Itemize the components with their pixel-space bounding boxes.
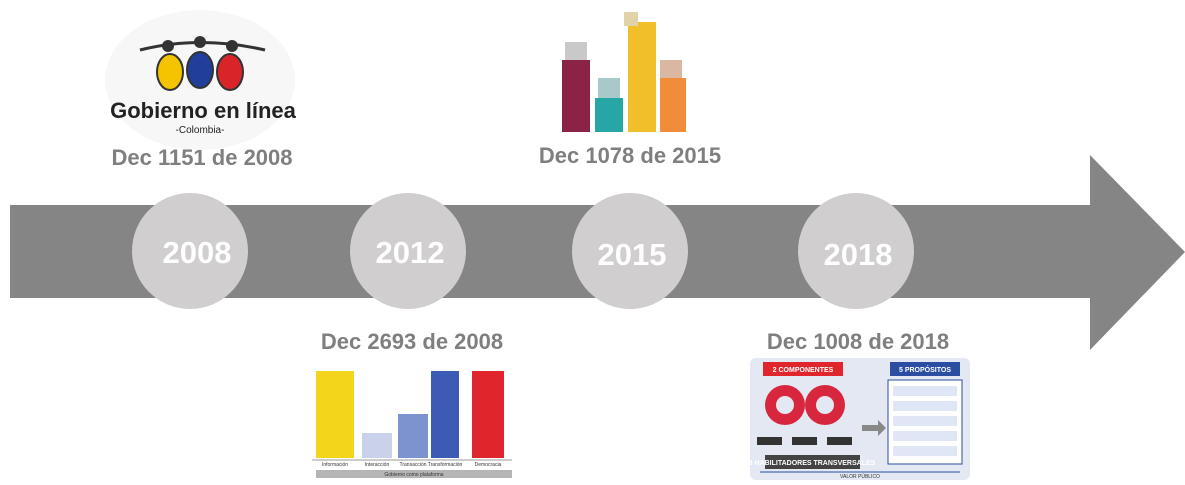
stage-label: Transformación bbox=[428, 462, 463, 468]
year-label: 2008 bbox=[163, 235, 232, 270]
decree-label: Dec 1078 de 2015 bbox=[539, 143, 721, 168]
stages-figure: Información Interacción Transacción Tran… bbox=[312, 371, 512, 478]
stage-label: Información bbox=[322, 462, 348, 468]
stages-footer: Gobierno como plataforma bbox=[384, 472, 443, 478]
illustration bbox=[562, 12, 686, 132]
framework-footer: VALOR PÚBLICO bbox=[840, 473, 880, 480]
logo: Gobierno en línea -Colombia- bbox=[105, 10, 297, 150]
timeline-diagram: 2008 2012 2015 2018 Dec 1151 de 2008 Dec… bbox=[0, 0, 1185, 485]
year-label: 2012 bbox=[376, 235, 445, 270]
logo-country: -Colombia- bbox=[176, 125, 225, 136]
body: { "milestones": [ {"year": "2008", "decr… bbox=[0, 0, 1185, 485]
framework-figure: 2 COMPONENTES 3 HABILITADORES TRANSVERSA… bbox=[749, 358, 970, 480]
logo-name: Gobierno en línea bbox=[110, 98, 297, 123]
stage-label: Democracia bbox=[475, 462, 502, 468]
stage-label: Interacción bbox=[365, 462, 390, 468]
decree-label: Dec 1008 de 2018 bbox=[767, 329, 949, 354]
enablers-label: 3 HABILITADORES TRANSVERSALES bbox=[749, 460, 876, 467]
year-label: 2018 bbox=[824, 237, 893, 272]
stage-label: Transacción bbox=[399, 462, 426, 468]
purposes-label: 5 PROPÓSITOS bbox=[899, 365, 951, 374]
decree-label: Dec 2693 de 2008 bbox=[321, 329, 503, 354]
components-label: 2 COMPONENTES bbox=[773, 367, 834, 374]
year-label: 2015 bbox=[598, 237, 667, 272]
page: Timeline html, body { margin: 0; padding… bbox=[0, 0, 1185, 485]
